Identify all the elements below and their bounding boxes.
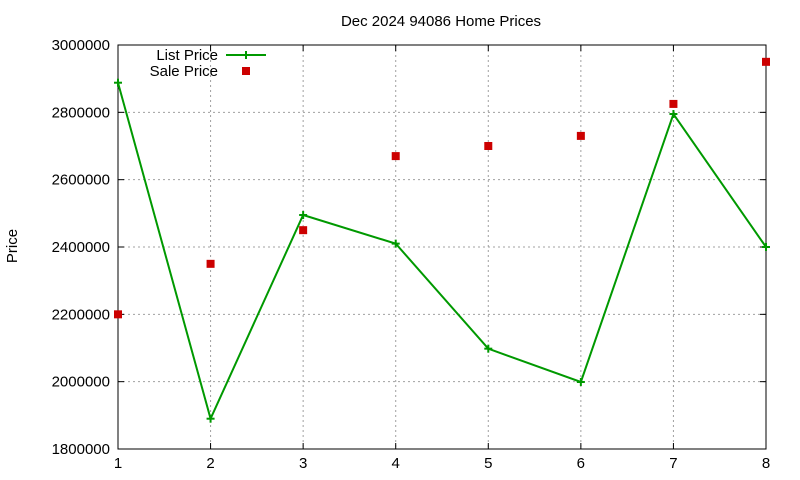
sale-price-point bbox=[669, 99, 678, 108]
legend-marker-sale-price bbox=[242, 67, 250, 75]
list-price-line bbox=[117, 82, 767, 422]
list-price-point bbox=[576, 378, 585, 387]
grid bbox=[118, 45, 766, 449]
y-tick-label: 2000000 bbox=[52, 374, 110, 391]
sale-price-point bbox=[762, 57, 770, 66]
y-tick-label: 2200000 bbox=[52, 306, 110, 323]
y-axis-label: Price bbox=[4, 229, 21, 263]
y-tick-label: 2400000 bbox=[52, 239, 110, 256]
sale-price-point bbox=[114, 310, 122, 319]
x-tick-label: 2 bbox=[206, 455, 214, 472]
y-tick-label: 1800000 bbox=[52, 441, 110, 458]
sale-price-point bbox=[299, 226, 308, 235]
series bbox=[114, 57, 770, 423]
x-tick-label: 1 bbox=[114, 455, 122, 472]
list-price-point bbox=[114, 78, 122, 87]
y-tick-label: 3000000 bbox=[52, 37, 110, 54]
x-tick-label: 5 bbox=[484, 455, 492, 472]
list-price-point bbox=[762, 243, 770, 251]
list-price-point bbox=[299, 211, 308, 220]
legend-label-list-price: List Price bbox=[156, 47, 218, 64]
list-price-point bbox=[391, 239, 400, 248]
x-tick-label: 6 bbox=[577, 455, 585, 472]
axis-ticks: 1 2 3 4 5 6 7 8 1800000 2000000 2200000 2400000 2600… bbox=[52, 37, 771, 472]
x-tick-label: 7 bbox=[669, 455, 677, 472]
list-price-point bbox=[484, 344, 493, 353]
chart-title: Dec 2024 94086 Home Prices bbox=[341, 13, 541, 30]
list-price-point bbox=[669, 110, 678, 119]
y-tick-label: 2600000 bbox=[52, 172, 110, 189]
sale-price-point bbox=[484, 142, 493, 150]
list-price-point bbox=[206, 414, 215, 423]
series-list-price bbox=[114, 78, 770, 423]
x-tick-label: 3 bbox=[299, 455, 307, 472]
sale-price-point bbox=[206, 259, 215, 268]
sale-price-point bbox=[391, 152, 400, 161]
sale-price-point bbox=[576, 131, 585, 140]
y-tick-label: 2800000 bbox=[52, 104, 110, 121]
x-tick-label: 8 bbox=[762, 455, 770, 472]
legend-marker-list-price bbox=[242, 51, 250, 59]
series-sale-price bbox=[114, 57, 770, 319]
x-tick-label: 4 bbox=[392, 455, 400, 472]
legend-label-sale-price: Sale Price bbox=[150, 63, 218, 80]
